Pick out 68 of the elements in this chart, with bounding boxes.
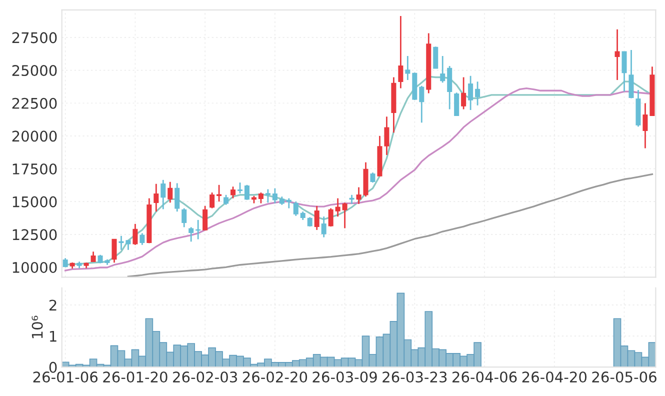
- candlestick: [335, 198, 340, 218]
- candlestick: [160, 179, 166, 210]
- candlestick: [440, 55, 446, 84]
- candlestick: [224, 194, 229, 206]
- y-tick-label: 17500: [12, 163, 57, 175]
- line-series: [127, 173, 654, 278]
- candlestick: [370, 172, 376, 184]
- y-axis-title: 10⁶: [32, 316, 43, 338]
- candlestick: [342, 202, 348, 229]
- candlestick: [132, 223, 138, 246]
- x-tick-label: 26-01-20: [103, 372, 168, 383]
- candlestick: [328, 208, 334, 228]
- candlestick: [384, 116, 390, 156]
- candlestick: [321, 216, 326, 238]
- candlestick: [118, 235, 124, 251]
- candlestick: [244, 184, 250, 201]
- candlestick: [433, 46, 438, 70]
- candlestick: [154, 183, 159, 212]
- y-tick-label: 12500: [12, 229, 57, 240]
- candlestick: [196, 219, 201, 240]
- candlestick: [454, 92, 460, 116]
- y-tick-label: 22500: [12, 98, 57, 109]
- candlestick: [419, 85, 424, 124]
- x-tick-label: 26-04-06: [452, 372, 517, 383]
- candlestick: [272, 188, 278, 204]
- y-tick-label: 20000: [12, 130, 57, 142]
- candlestick: [614, 28, 620, 81]
- candlestick: [314, 205, 320, 231]
- y-tick-label: 25000: [12, 65, 57, 76]
- candlestick: [628, 49, 634, 99]
- x-tick-label: 26-02-03: [173, 372, 237, 383]
- y-tick-label: 27500: [12, 32, 57, 44]
- y-tick-label: 1: [50, 330, 56, 342]
- candlestick: [622, 50, 627, 92]
- candlestick: [112, 238, 117, 264]
- y-tick-label: 0: [49, 362, 57, 373]
- candlestick: [174, 182, 180, 212]
- x-tick-label: 26-03-09: [312, 372, 377, 383]
- candlestick: [405, 55, 410, 81]
- candlestick: [468, 75, 474, 111]
- candlestick: [286, 198, 292, 209]
- y-tick-label: 15000: [12, 196, 57, 208]
- candlestick: [293, 200, 298, 217]
- candlestick: [188, 226, 194, 242]
- candlestick: [258, 192, 264, 204]
- candlestick: [216, 184, 222, 202]
- candlestick: [475, 80, 480, 106]
- candlestick: [168, 181, 173, 204]
- y-tick-label: 10000: [12, 262, 57, 273]
- y-tick-label: 2: [49, 300, 56, 311]
- candlestick: [642, 102, 648, 149]
- candlestick: [202, 205, 208, 231]
- candlestick: [182, 208, 187, 228]
- x-tick-label: 26-02-20: [242, 372, 308, 383]
- x-tick-label: 26-03-23: [382, 372, 447, 383]
- candlestick: [349, 194, 354, 205]
- candlestick: [140, 232, 145, 246]
- candlestick: [461, 76, 466, 110]
- candlestick: [237, 182, 243, 194]
- candlestick: [398, 15, 404, 89]
- candlestick: [447, 65, 452, 110]
- x-tick-label: 26-05-06: [592, 372, 656, 383]
- candlestick: [210, 192, 215, 209]
- x-tick-label: 26-04-20: [522, 372, 587, 383]
- candlestick: [90, 250, 96, 262]
- candlestick: [265, 188, 270, 204]
- x-tick-label: 26-01-06: [33, 372, 98, 383]
- candlestick: [230, 186, 236, 199]
